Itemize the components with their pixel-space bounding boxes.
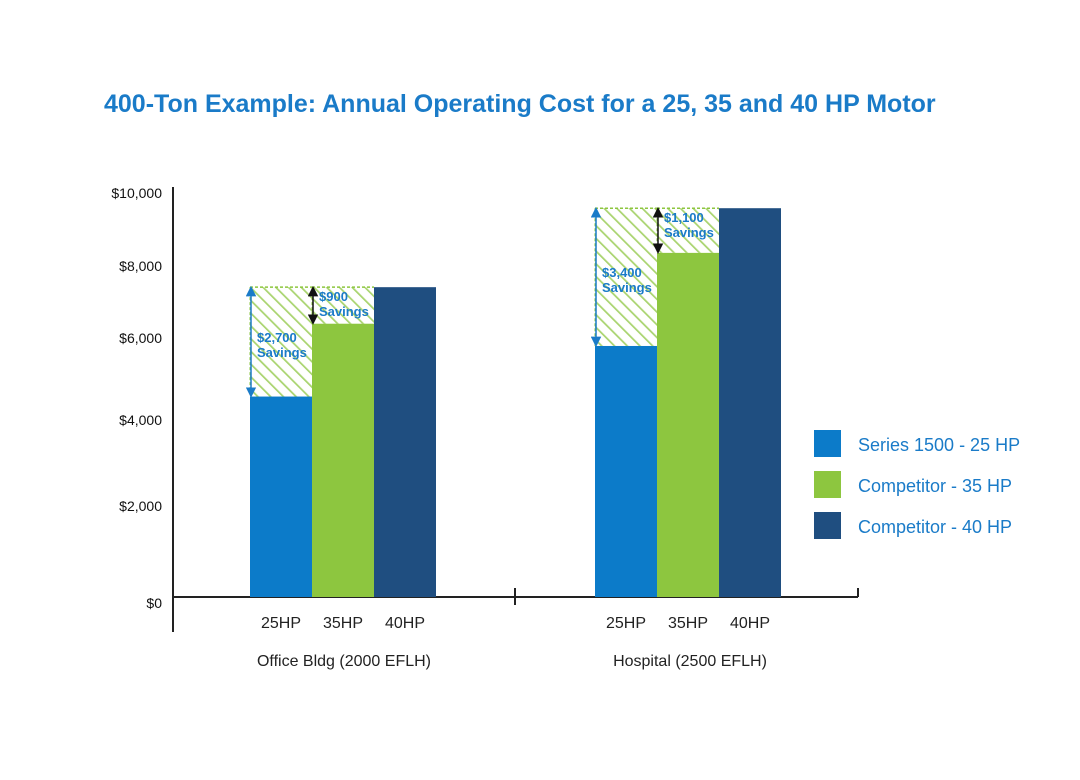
legend-swatch-0	[814, 430, 841, 457]
legend-label: Competitor - 35 HP	[858, 476, 1012, 496]
savings-label: Savings	[664, 225, 714, 240]
y-tick-label: $2,000	[119, 498, 162, 514]
x-tick-label: 40HP	[385, 615, 425, 632]
legend-swatch-1	[814, 471, 841, 498]
legend-label: Series 1500 - 25 HP	[858, 435, 1020, 455]
y-tick-label: $8,000	[119, 258, 162, 274]
savings-label: Savings	[319, 304, 369, 319]
group-label: Office Bldg (2000 EFLH)	[257, 653, 431, 670]
x-tick-label: 25HP	[261, 615, 301, 632]
savings-hatch-0	[250, 287, 312, 397]
y-tick-label: $10,000	[111, 185, 162, 201]
x-tick-label: 25HP	[606, 615, 646, 632]
savings-hatch-3	[657, 208, 719, 253]
savings-amount: $2,700	[257, 330, 297, 345]
group-label: Hospital (2500 EFLH)	[613, 653, 767, 670]
bar-1-0	[312, 323, 374, 597]
bar-0-0	[250, 396, 312, 597]
y-tick-label: $4,000	[119, 412, 162, 428]
y-tick-label: $0	[146, 595, 162, 611]
savings-amount: $1,100	[664, 210, 704, 225]
legend-label: Competitor - 40 HP	[858, 517, 1012, 537]
savings-label: Savings	[257, 345, 307, 360]
savings-hatch-1	[312, 287, 374, 324]
savings-amount: $3,400	[602, 265, 642, 280]
x-tick-label: 35HP	[323, 615, 363, 632]
x-tick-label: 35HP	[668, 615, 708, 632]
bar-0-1	[595, 345, 657, 597]
bar-1-1	[657, 252, 719, 597]
savings-amount: $900	[319, 289, 348, 304]
x-tick-label: 40HP	[730, 615, 770, 632]
bar-2-1	[719, 208, 781, 597]
legend-swatch-2	[814, 512, 841, 539]
chart-title: 400-Ton Example: Annual Operating Cost f…	[104, 90, 936, 118]
bar-2-0	[374, 287, 436, 597]
savings-hatch-2	[595, 208, 657, 346]
y-tick-label: $6,000	[119, 330, 162, 346]
savings-label: Savings	[602, 280, 652, 295]
